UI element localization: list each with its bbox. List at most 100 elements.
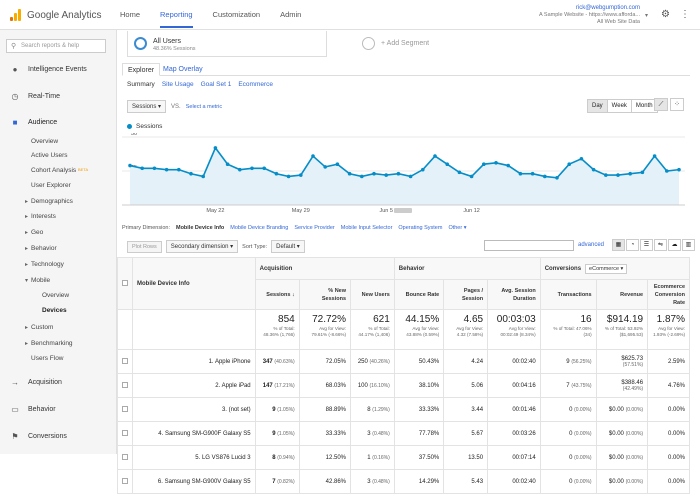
sort-type-dropdown[interactable]: Default ▾	[271, 240, 305, 253]
data-point[interactable]	[323, 165, 327, 169]
bar-view-icon[interactable]: ☰	[640, 239, 653, 251]
dim-service-provider[interactable]: Service Provider	[294, 225, 335, 231]
data-point[interactable]	[640, 170, 645, 175]
ga-logo[interactable]: Google Analytics	[10, 9, 102, 21]
nav-customization[interactable]: Customization	[212, 10, 261, 19]
nav-admin[interactable]: Admin	[280, 10, 302, 19]
col-revenue[interactable]: Revenue	[595, 279, 649, 310]
sidebar-audience-overview[interactable]: Overview	[31, 138, 59, 145]
data-point[interactable]	[543, 174, 547, 179]
row-checkbox[interactable]	[122, 453, 128, 460]
motion-chart-icon[interactable]: ⁘	[670, 98, 684, 111]
device-name[interactable]: (not set)	[228, 406, 251, 413]
period-month[interactable]: Month	[631, 100, 657, 112]
device-name[interactable]: LG VS876 Lucid 3	[201, 454, 251, 461]
nav-home[interactable]: Home	[120, 10, 141, 19]
col-pages-session[interactable]: Pages / Session	[443, 279, 489, 310]
period-day[interactable]: Day	[588, 100, 608, 112]
pie-view-icon[interactable]: ◔	[626, 239, 639, 251]
data-point[interactable]	[506, 163, 511, 168]
table-row[interactable]: 1. Apple iPhone 347 (40.63%) 72.05% 250 (40…	[117, 349, 690, 374]
sidebar-geo[interactable]: Geo	[25, 229, 43, 236]
select-all-checkbox[interactable]	[122, 279, 128, 286]
table-row[interactable]: 3. (not set) 9 (1.05%) 88.89% 8 (1.29%) 33.3…	[117, 397, 690, 422]
dim-device-branding[interactable]: Mobile Device Branding	[230, 225, 289, 231]
plot-rows-button[interactable]: Plot Rows	[127, 240, 162, 253]
subtab-summary[interactable]: Summary	[127, 81, 155, 88]
add-segment-button[interactable]: + Add Segment	[362, 37, 429, 50]
data-point[interactable]	[482, 162, 486, 166]
data-point[interactable]	[518, 171, 523, 176]
data-point[interactable]	[652, 154, 657, 158]
data-point[interactable]	[591, 167, 596, 172]
compare-view-icon[interactable]: ⇋	[654, 239, 667, 251]
data-point[interactable]	[152, 166, 157, 171]
pivot-view-icon[interactable]: ▥	[682, 239, 695, 251]
table-row[interactable]: 6. Samsung SM-G900V Galaxy S5 7 (0.82%) 42…	[117, 469, 690, 494]
table-search-input[interactable]	[484, 240, 574, 251]
sidebar-item-intelligence[interactable]: ● Intelligence Events	[10, 65, 87, 74]
search-input[interactable]: ⚲ Search reports & help	[6, 39, 106, 53]
device-name[interactable]: Apple iPad	[221, 382, 251, 389]
account-selector[interactable]: rick@webgumption.com A Sample Website - …	[539, 5, 640, 26]
data-point[interactable]	[164, 167, 169, 172]
sidebar-mobile-overview[interactable]: Overview	[42, 292, 70, 299]
data-point[interactable]	[530, 171, 535, 176]
chevron-down-icon[interactable]: ▾	[644, 13, 648, 19]
data-point[interactable]	[567, 162, 571, 166]
sidebar-mobile[interactable]: Mobile	[25, 277, 50, 284]
col-transactions[interactable]: Transactions	[539, 279, 597, 310]
data-point[interactable]	[469, 174, 474, 179]
data-point[interactable]	[299, 173, 303, 177]
device-name[interactable]: Samsung SM-G900F Galaxy S5	[164, 430, 251, 437]
sidebar-cohort-analysis[interactable]: Cohort Analysis BETA	[31, 167, 88, 174]
data-point[interactable]	[604, 173, 608, 177]
data-point[interactable]	[665, 169, 669, 173]
dim-other[interactable]: Other ▾	[448, 225, 467, 231]
line-chart-icon[interactable]: ⟋	[654, 98, 668, 111]
col-conversion-rate[interactable]: Ecommerce Conversion Rate	[647, 279, 690, 310]
col-device[interactable]: Mobile Device Info	[132, 257, 256, 310]
data-point[interactable]	[238, 167, 242, 172]
data-point[interactable]	[433, 154, 437, 158]
data-point[interactable]	[286, 174, 291, 179]
advanced-link[interactable]: advanced	[578, 242, 605, 248]
period-week[interactable]: Week	[607, 100, 632, 112]
conversions-dropdown[interactable]: eCommerce ▾	[585, 263, 628, 274]
data-point[interactable]	[140, 166, 144, 171]
dim-input-selector[interactable]: Mobile Input Selector	[340, 225, 393, 231]
dim-mobile-device-info[interactable]: Mobile Device Info	[175, 225, 225, 231]
data-point[interactable]	[579, 156, 584, 161]
data-point[interactable]	[201, 174, 205, 179]
data-point[interactable]	[250, 166, 254, 171]
data-point[interactable]	[128, 163, 132, 168]
data-point[interactable]	[213, 146, 218, 150]
sidebar-active-users[interactable]: Active Users	[31, 152, 68, 159]
col-sessions[interactable]: Sessions ↓	[254, 279, 300, 310]
data-point[interactable]	[189, 171, 193, 176]
row-checkbox[interactable]	[122, 381, 128, 388]
sidebar-custom[interactable]: Custom	[25, 324, 54, 331]
data-point[interactable]	[274, 171, 279, 176]
data-point[interactable]	[262, 166, 266, 171]
data-point[interactable]	[457, 170, 462, 175]
sidebar-item-realtime[interactable]: ◷ Real-Time	[10, 92, 61, 101]
data-point[interactable]	[177, 167, 181, 172]
subtab-ecommerce[interactable]: Ecommerce	[238, 81, 274, 88]
select-metric-link[interactable]: Select a metric	[185, 103, 223, 110]
device-name[interactable]: Apple iPhone	[214, 358, 251, 365]
sidebar-interests[interactable]: Interests	[25, 213, 56, 220]
data-point[interactable]	[384, 173, 389, 177]
subtab-goal-set[interactable]: Goal Set 1	[200, 81, 232, 88]
data-point[interactable]	[494, 161, 498, 165]
col-new-users[interactable]: New Users	[350, 279, 395, 310]
segment-all-users[interactable]: All Users 48.36% Sessions	[127, 31, 327, 57]
sidebar-item-acquisition[interactable]: → Acquisition	[10, 378, 62, 387]
tab-explorer[interactable]: Explorer	[122, 63, 161, 76]
sidebar-behavior-sub[interactable]: Behavior	[25, 245, 57, 252]
term-cloud-icon[interactable]: ☁	[668, 239, 681, 251]
more-vert-icon[interactable]: ⋮	[680, 9, 690, 20]
data-point[interactable]	[555, 176, 559, 180]
metric-dropdown[interactable]: Sessions ▾	[127, 100, 167, 113]
data-point[interactable]	[445, 162, 450, 166]
